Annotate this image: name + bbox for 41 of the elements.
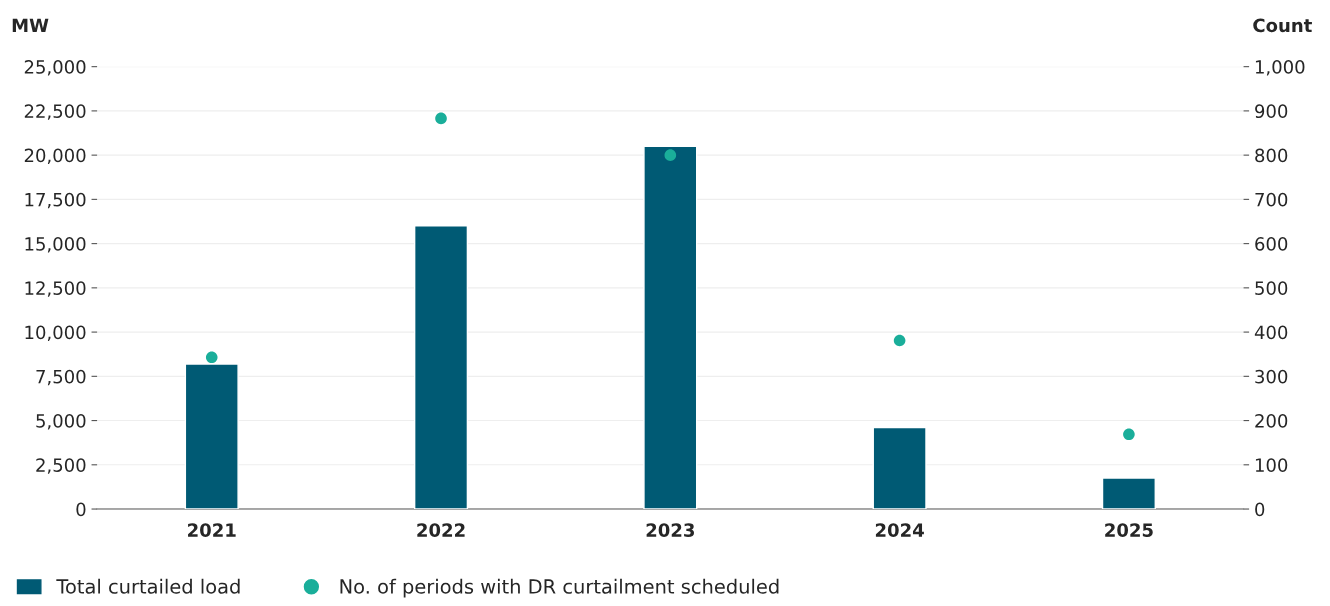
point bbox=[1123, 428, 1135, 441]
y-tick-label: 7,500 bbox=[36, 369, 86, 386]
legend-label: No. of periods with DR curtailment scheduled bbox=[340, 578, 779, 598]
y-tick-label: 0 bbox=[76, 502, 86, 517]
x-tick-label: 2024 bbox=[875, 523, 924, 537]
x-tick-label: 2022 bbox=[417, 523, 465, 537]
x-tick-label: 2021 bbox=[188, 523, 236, 537]
y-tick-label: 10,000 bbox=[25, 325, 86, 342]
point bbox=[893, 334, 906, 347]
y-tick-label: 22,500 bbox=[24, 104, 86, 120]
y2-tick-label: 100 bbox=[1255, 458, 1288, 472]
y2-tick-label: 300 bbox=[1255, 369, 1288, 384]
y-tick-label: 15,000 bbox=[25, 237, 86, 253]
y2-tick-label: 400 bbox=[1254, 325, 1288, 340]
y2-tick-label: 600 bbox=[1255, 237, 1288, 251]
y2-tick-label: 900 bbox=[1255, 104, 1288, 119]
y2-tick-label: 1,000 bbox=[1255, 60, 1305, 76]
y-tick-label: 25,000 bbox=[24, 60, 86, 76]
y-tick-label: 5,000 bbox=[36, 414, 86, 430]
bar bbox=[872, 426, 927, 510]
x-tick-label: 2025 bbox=[1105, 523, 1153, 537]
y-tick-label: 12,500 bbox=[25, 281, 86, 297]
y2-tick-label: 500 bbox=[1255, 281, 1288, 295]
bar bbox=[184, 363, 239, 510]
y-tick-label: 17,500 bbox=[25, 192, 86, 209]
bar bbox=[1101, 477, 1156, 510]
legend-label: Total curtailed load bbox=[56, 578, 240, 594]
y2-tick-label: 200 bbox=[1255, 414, 1288, 428]
x-tick-label: 2023 bbox=[646, 523, 695, 537]
point bbox=[664, 149, 677, 161]
y2-tick-label: 700 bbox=[1255, 192, 1288, 207]
y-axis-title: MW bbox=[12, 18, 49, 32]
bar bbox=[413, 225, 469, 510]
bar bbox=[643, 145, 698, 510]
y-tick-label: 2,500 bbox=[36, 458, 86, 474]
y-tick-label: 20,000 bbox=[24, 148, 86, 165]
y2-tick-label: 800 bbox=[1255, 148, 1288, 163]
y2-axis-title: Count bbox=[1253, 18, 1312, 33]
point bbox=[435, 112, 447, 125]
y2-tick-label: 0 bbox=[1255, 502, 1265, 517]
point bbox=[205, 351, 218, 364]
